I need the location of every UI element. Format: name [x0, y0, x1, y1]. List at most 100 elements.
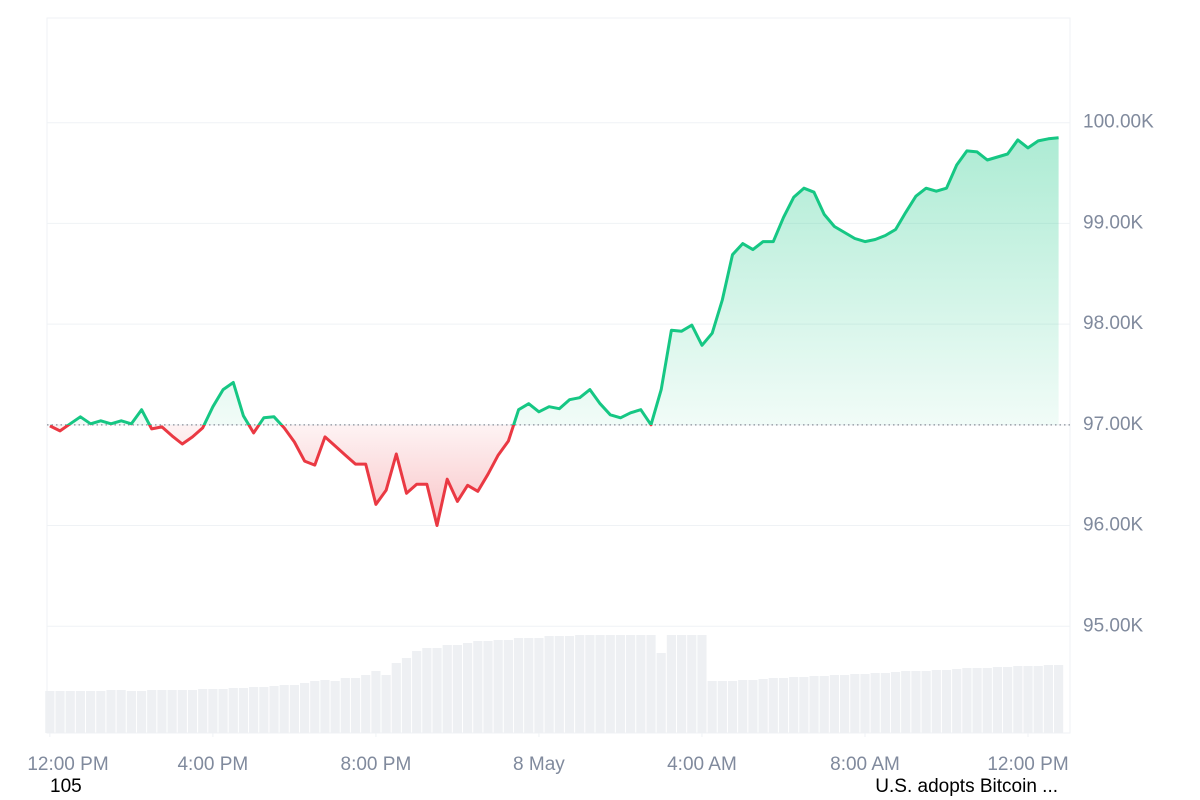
x-tick-label: 12:00 PM	[987, 754, 1068, 775]
volume-bar	[717, 681, 727, 733]
y-tick-label: 100.00K	[1083, 112, 1154, 133]
volume-bar	[972, 668, 982, 733]
volume-bar	[941, 670, 952, 733]
volume-bar	[259, 687, 269, 733]
x-tick-label: 8:00 PM	[341, 754, 412, 775]
y-tick-label: 95.00K	[1083, 615, 1144, 636]
volume-bar	[585, 635, 595, 733]
x-tick-label: 4:00 AM	[667, 754, 737, 775]
annotation: U.S. adopts Bitcoin ...	[875, 776, 1058, 797]
volume-bar	[412, 651, 422, 733]
volume-bar	[666, 635, 676, 733]
volume-bar	[575, 635, 585, 733]
volume-bar	[432, 648, 442, 733]
volume-bar	[177, 690, 187, 733]
volume-bar	[238, 688, 249, 733]
volume-bar	[126, 691, 136, 733]
volume-bar	[452, 645, 463, 733]
volume-bar	[524, 638, 534, 733]
volume-bar	[371, 671, 381, 733]
volume-bar	[289, 685, 299, 733]
volume-bar	[75, 691, 86, 733]
volume-bar	[727, 681, 738, 733]
volume-bar	[55, 691, 65, 733]
volume-bar	[167, 690, 177, 733]
volume-bar	[1053, 665, 1064, 733]
volume-bar	[738, 680, 748, 733]
annotation: 105	[50, 776, 82, 797]
volume-bar	[931, 670, 941, 733]
volume-bar	[208, 689, 218, 733]
volume-bar	[147, 690, 157, 733]
volume-bar	[279, 685, 289, 733]
volume-bar	[748, 680, 758, 733]
volume-bar	[187, 690, 198, 733]
volume-bar	[646, 635, 656, 733]
volume-bar	[564, 636, 575, 733]
volume-bar	[656, 653, 666, 733]
volume-bar	[249, 687, 259, 733]
volume-bar	[391, 663, 401, 733]
volume-bar	[503, 640, 513, 733]
volume-bar	[310, 681, 320, 733]
volume-bar	[401, 658, 412, 733]
volume-bar	[269, 686, 279, 733]
volume-bar	[320, 680, 330, 733]
volume-bar	[595, 635, 605, 733]
volume-bar	[626, 635, 636, 733]
y-tick-label: 98.00K	[1083, 313, 1144, 334]
volume-bar	[799, 677, 809, 733]
volume-bar	[340, 678, 350, 733]
y-tick-label: 96.00K	[1083, 515, 1144, 536]
volume-bar	[870, 673, 880, 733]
volume-bar	[1043, 665, 1053, 733]
volume-bar	[911, 671, 921, 733]
volume-bar	[850, 674, 860, 733]
y-tick-label: 97.00K	[1083, 414, 1144, 435]
volume-bar	[381, 675, 391, 733]
volume-bar	[778, 678, 789, 733]
volume-bar	[422, 648, 432, 733]
volume-bar	[982, 668, 992, 733]
volume-bar	[86, 691, 96, 733]
volume-bar	[819, 676, 829, 733]
x-tick-label: 4:00 PM	[177, 754, 248, 775]
volume-bar	[615, 635, 626, 733]
volume-bar	[218, 689, 228, 733]
volume-bar	[544, 636, 554, 733]
volume-bar	[952, 669, 962, 733]
volume-bar	[860, 674, 870, 733]
volume-bar	[198, 689, 208, 733]
volume-bar	[707, 681, 717, 733]
volume-bar	[1013, 666, 1023, 733]
volume-bar	[136, 691, 147, 733]
volume-bar	[1023, 666, 1033, 733]
volume-bar	[789, 677, 799, 733]
volume-bar	[901, 671, 911, 733]
volume-bar	[890, 672, 901, 733]
volume-bar	[473, 641, 483, 733]
volume-bar	[554, 636, 564, 733]
y-tick-label: 99.00K	[1083, 212, 1144, 233]
volume-bar	[534, 638, 544, 733]
volume-bar	[992, 667, 1003, 733]
volume-bar	[636, 635, 646, 733]
volume-bar	[442, 645, 452, 733]
volume-bar	[106, 690, 116, 733]
volume-bar	[463, 643, 473, 733]
volume-bar	[493, 640, 503, 733]
volume-bar	[96, 691, 106, 733]
volume-bar	[840, 675, 850, 733]
volume-bar	[687, 635, 697, 733]
volume-bar	[350, 678, 361, 733]
x-tick-label: 8:00 AM	[830, 754, 900, 775]
volume-bar	[1003, 667, 1013, 733]
x-tick-label: 8 May	[513, 754, 565, 775]
volume-bar	[116, 690, 126, 733]
volume-bar	[921, 671, 931, 733]
volume-bar	[758, 679, 768, 733]
volume-bar	[809, 676, 819, 733]
volume-bar	[962, 668, 972, 733]
volume-bar	[483, 641, 493, 733]
